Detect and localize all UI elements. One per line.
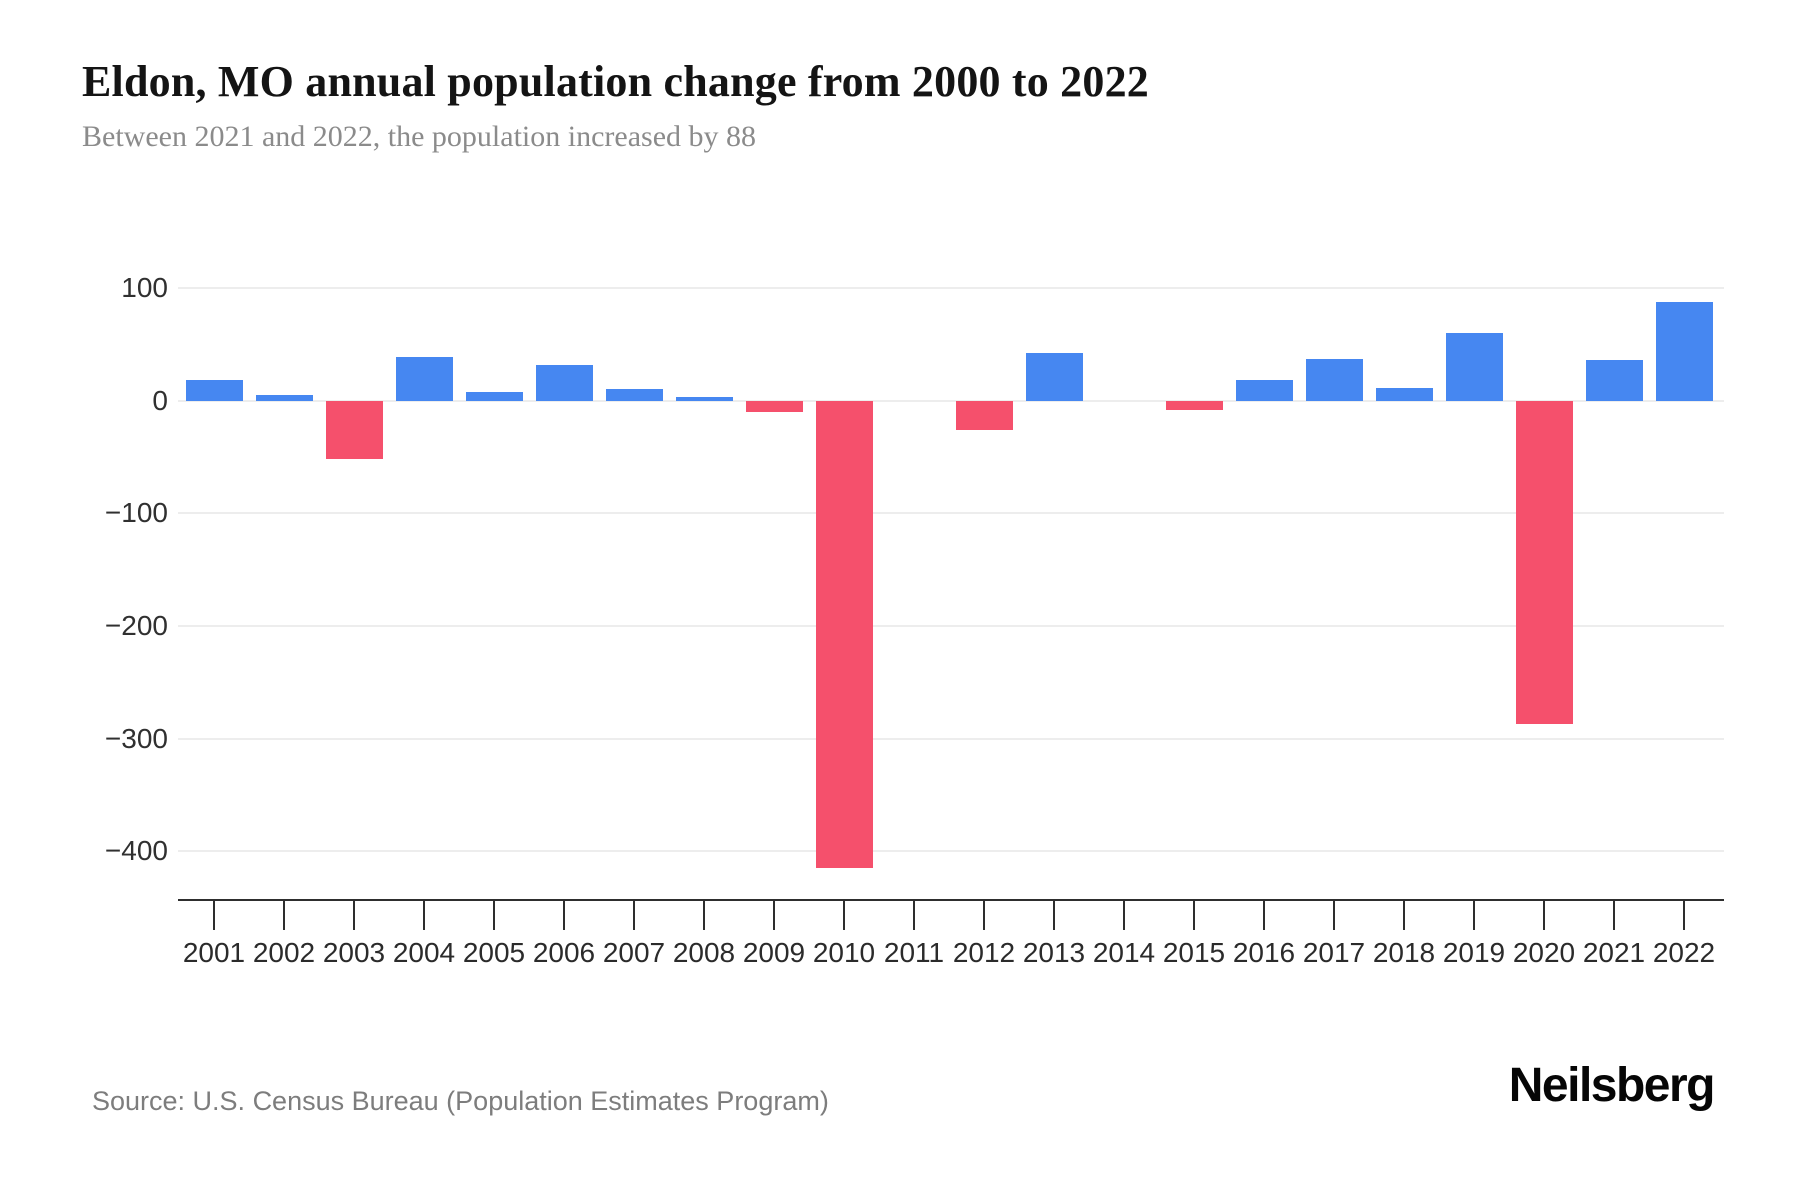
x-axis-label: 2010: [812, 937, 876, 968]
bar-2005: [465, 391, 523, 401]
x-axis-label: 2012: [952, 937, 1016, 968]
source-note: Source: U.S. Census Bureau (Population E…: [92, 1086, 829, 1116]
x-axis-label: 2003: [322, 937, 386, 968]
x-axis-tick: [633, 901, 635, 930]
x-axis-tick: [1263, 901, 1265, 930]
x-axis-tick: [1473, 901, 1475, 930]
x-axis-label: 2015: [1162, 937, 1226, 968]
x-axis-label: 2005: [462, 937, 526, 968]
x-axis-label: 2018: [1372, 937, 1436, 968]
y-axis-label: −300: [104, 722, 168, 754]
x-axis-label: 2011: [883, 937, 945, 968]
bar-2006: [535, 364, 593, 401]
chart-title: Eldon, MO annual population change from …: [82, 57, 1149, 106]
bar-2022: [1655, 301, 1713, 401]
bar-2013: [1025, 353, 1083, 401]
x-axis-tick: [423, 901, 425, 930]
neilsberg-logo: Neilsberg: [1508, 1059, 1716, 1112]
y-gridline: [178, 850, 1724, 853]
x-axis-label: 2022: [1652, 937, 1716, 968]
x-axis-tick: [1403, 901, 1405, 930]
x-axis-tick: [913, 901, 915, 930]
x-axis-label: 2014: [1092, 937, 1156, 968]
bar-2012: [955, 400, 1013, 430]
x-axis-tick: [1333, 901, 1335, 930]
x-axis-label: 2020: [1512, 937, 1576, 968]
bar-2010: [815, 400, 873, 869]
bar-2002: [255, 395, 313, 401]
bar-2003: [325, 400, 383, 460]
y-gridline: [178, 512, 1724, 515]
x-axis-tick: [1193, 901, 1195, 930]
y-axis-label: −200: [104, 610, 168, 641]
x-axis-label: 2004: [392, 937, 456, 968]
x-axis-label: 2002: [252, 937, 316, 968]
x-axis-tick: [213, 901, 215, 930]
x-axis-line: [178, 899, 1724, 901]
bar-2017: [1305, 359, 1363, 401]
bar-2007: [605, 389, 663, 401]
bar-2015: [1165, 400, 1223, 410]
x-axis-tick: [843, 901, 845, 930]
x-axis-tick: [1683, 901, 1685, 930]
y-gridline: [178, 287, 1724, 290]
bar-2020: [1515, 400, 1573, 724]
x-axis-tick: [773, 901, 775, 930]
y-axis-label: 100: [121, 272, 168, 304]
y-gridline: [178, 737, 1724, 740]
y-axis-label: −100: [104, 497, 168, 529]
x-axis-tick: [1123, 901, 1125, 930]
bar-2004: [395, 356, 453, 401]
x-axis-tick: [983, 901, 985, 930]
x-axis-label: 2017: [1302, 937, 1366, 968]
x-axis-tick: [493, 901, 495, 930]
x-axis-tick: [563, 901, 565, 930]
bar-2021: [1585, 360, 1643, 401]
x-axis-label: 2021: [1582, 937, 1646, 968]
bar-2016: [1235, 380, 1293, 401]
bar-2008: [675, 397, 733, 401]
y-gridline: [178, 625, 1724, 627]
x-axis-label: 2001: [182, 937, 246, 968]
x-axis-tick: [353, 901, 355, 930]
bar-2009: [745, 400, 803, 412]
x-axis-label: 2019: [1442, 937, 1506, 968]
x-axis-tick: [1613, 901, 1615, 930]
y-axis-label: −400: [104, 835, 168, 867]
y-axis-label: 0: [152, 384, 168, 416]
x-axis-tick: [283, 901, 285, 930]
x-axis-label: 2007: [602, 937, 666, 968]
bar-2019: [1445, 333, 1503, 401]
x-axis-label: 2006: [532, 937, 596, 968]
chart-subtitle: Between 2021 and 2022, the population in…: [82, 120, 757, 153]
x-axis-tick: [1053, 901, 1055, 930]
x-axis-tick: [703, 901, 705, 930]
x-axis-label: 2008: [672, 937, 736, 968]
y-gridline: [178, 399, 1724, 402]
x-axis-label: 2016: [1232, 937, 1296, 968]
x-axis-label: 2013: [1022, 937, 1086, 968]
bar-2018: [1375, 388, 1433, 401]
x-axis-label: 2009: [742, 937, 806, 968]
bar-2001: [185, 380, 243, 401]
x-axis-tick: [1543, 901, 1545, 930]
